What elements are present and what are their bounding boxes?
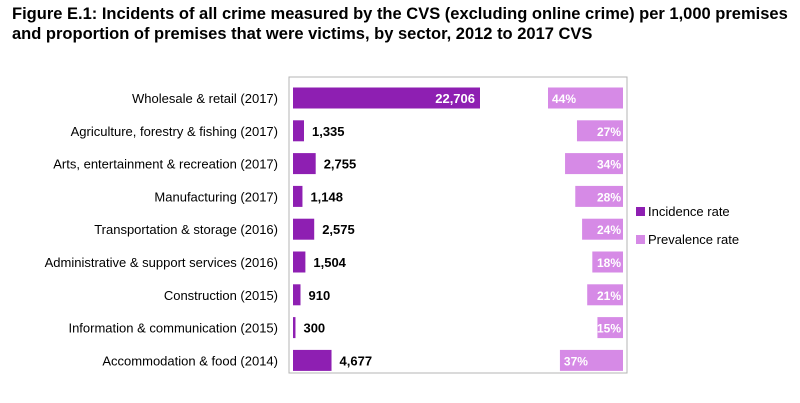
prevalence-bar: [597, 317, 623, 339]
prevalence-value-label: 37%: [564, 354, 588, 368]
incidence-bar: [293, 185, 303, 207]
prevalence-value-label: 34%: [597, 158, 621, 172]
prevalence-bar: [587, 284, 623, 306]
incidence-bar: [293, 349, 332, 371]
incidence-value-label: 22,706: [435, 91, 475, 106]
incidence-bar: [293, 153, 316, 175]
prevalence-bar: [575, 185, 623, 207]
incidence-bar: [293, 218, 315, 240]
category-label: Agriculture, forestry & fishing (2017): [71, 124, 278, 139]
incidence-value-label: 2,755: [324, 157, 357, 172]
category-label: Arts, entertainment & recreation (2017): [53, 157, 278, 172]
prevalence-bar: [548, 87, 623, 109]
legend-swatch-incidence: [636, 207, 645, 216]
incidence-bar: [293, 251, 306, 273]
prevalence-bar: [592, 251, 623, 273]
incidence-bar: [293, 120, 304, 142]
legend-label-incidence: Incidence rate: [648, 204, 730, 219]
category-label: Information & communication (2015): [68, 321, 278, 336]
incidence-value-label: 1,335: [312, 124, 345, 139]
prevalence-value-label: 15%: [597, 322, 621, 336]
prevalence-bar: [582, 218, 623, 240]
category-label: Transportation & storage (2016): [94, 222, 278, 237]
incidence-value-label: 300: [303, 321, 325, 336]
legend-label-prevalence: Prevalence rate: [648, 232, 739, 247]
incidence-bar: [293, 284, 301, 306]
incidence-value-label: 2,575: [322, 222, 355, 237]
prevalence-value-label: 44%: [552, 92, 576, 106]
prevalence-value-label: 21%: [597, 289, 621, 303]
legend-swatch-prevalence: [636, 235, 645, 244]
incidence-value-label: 1,148: [310, 189, 343, 204]
category-label: Manufacturing (2017): [154, 189, 278, 204]
prevalence-bar: [576, 120, 623, 142]
prevalence-value-label: 24%: [597, 223, 621, 237]
prevalence-value-label: 27%: [597, 125, 621, 139]
category-label: Accommodation & food (2014): [102, 353, 278, 368]
category-label: Wholesale & retail (2017): [132, 91, 278, 106]
category-label: Construction (2015): [164, 288, 278, 303]
prevalence-bar: [565, 153, 623, 175]
prevalence-bar: [559, 349, 623, 371]
incidence-bar: [293, 87, 480, 109]
category-label: Administrative & support services (2016): [45, 255, 278, 270]
incidence-value-label: 910: [308, 288, 330, 303]
plot-area: [288, 76, 628, 374]
incidence-value-label: 1,504: [313, 255, 346, 270]
incidence-value-label: 4,677: [340, 353, 373, 368]
figure-title: Figure E.1: Incidents of all crime measu…: [12, 5, 788, 43]
incidence-bar: [293, 317, 296, 339]
prevalence-value-label: 28%: [597, 190, 621, 204]
prevalence-value-label: 18%: [597, 256, 621, 270]
